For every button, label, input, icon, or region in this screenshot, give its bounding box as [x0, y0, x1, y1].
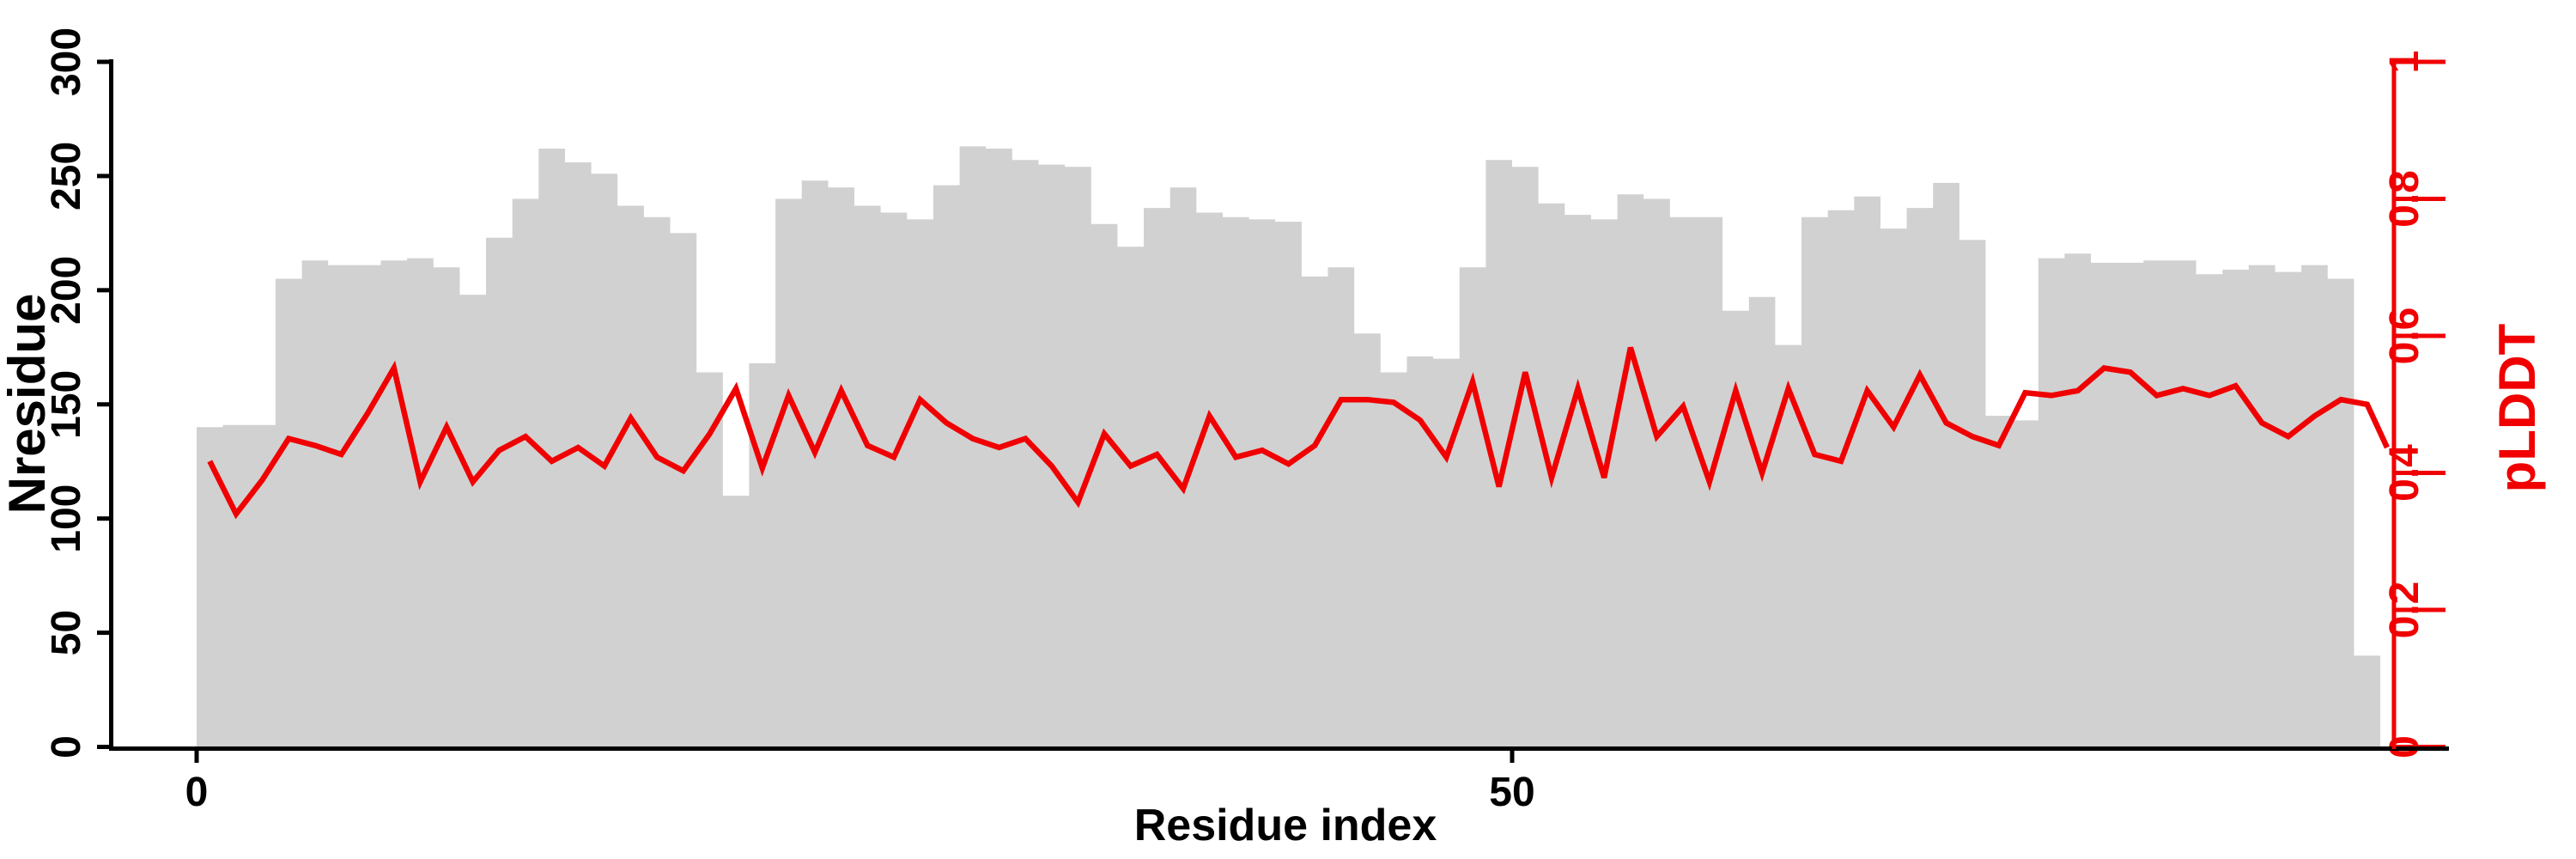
left-axis-tick-label: 300 — [44, 27, 89, 96]
left-axis-tick-label: 200 — [44, 256, 89, 325]
left-axis-tick-label: 0 — [44, 735, 89, 758]
left-axis-tick-label: 50 — [44, 610, 89, 655]
nresidue-bars-silhouette — [197, 146, 2381, 747]
plddt-line — [207, 346, 2390, 520]
nresidue-bars-group — [197, 146, 2381, 747]
x-axis-title: Residue index — [1134, 801, 1437, 850]
right-axis-tick-label: 0.8 — [2382, 170, 2427, 228]
left-axis-ticks-group: 0 50 100 150 200 250 300 — [44, 27, 109, 758]
plddt-line-group — [207, 346, 2390, 520]
right-axis-title: pLDDT — [2488, 324, 2546, 493]
left-axis-title: Nresidue — [0, 294, 56, 515]
right-axis-tick-label: 1 — [2382, 51, 2427, 74]
x-axis-ticks-group: 0 50 — [185, 751, 1535, 815]
left-axis-tick-label: 250 — [44, 142, 89, 210]
x-axis-tick-label: 50 — [1489, 770, 1534, 815]
x-axis-tick-label: 0 — [185, 770, 209, 815]
left-axis-tick-label: 150 — [44, 370, 89, 439]
right-axis-tick-label: 0.4 — [2382, 444, 2427, 502]
right-axis-tick-label: 0.2 — [2382, 582, 2427, 639]
left-axis-tick-label: 100 — [44, 484, 89, 553]
right-axis-ticks-group: 00.20.40.60.81 — [2382, 51, 2445, 758]
right-axis-tick-label: 0.6 — [2382, 308, 2427, 365]
